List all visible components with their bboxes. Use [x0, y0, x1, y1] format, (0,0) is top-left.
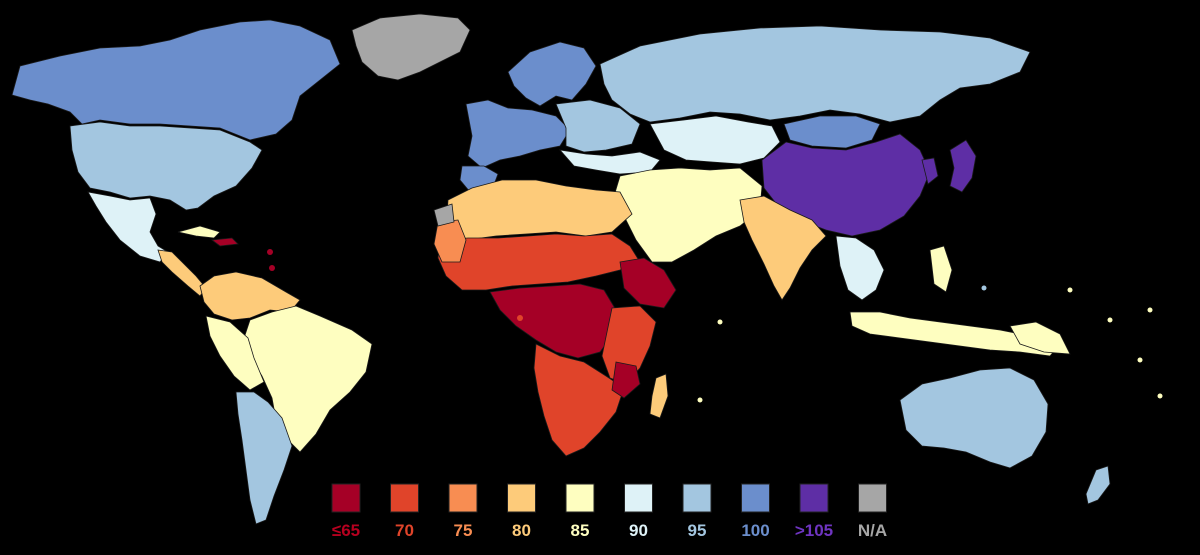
region-philippines [929, 245, 953, 293]
region-madagascar [649, 373, 669, 419]
island-dot [1157, 393, 1163, 399]
legend-label-v100: 100 [741, 521, 769, 540]
legend-swatch-v100 [741, 483, 770, 513]
legend-label-gt105: >105 [795, 521, 833, 540]
region-western-europe [465, 99, 571, 169]
island-dot [717, 319, 723, 325]
region-mexico [87, 191, 169, 263]
region-korea [921, 157, 939, 185]
legend-label-v70: 70 [395, 521, 414, 540]
island-dot [1137, 357, 1143, 363]
region-central-asia [649, 115, 781, 165]
region-scandinavia [507, 41, 597, 107]
legend-label-v80: 80 [512, 521, 531, 540]
region-india [739, 195, 827, 301]
island-dot [267, 249, 273, 255]
legend-swatch-v75 [448, 483, 478, 513]
legend-label-v75: 75 [454, 521, 473, 540]
island-dot [1147, 307, 1153, 313]
region-eastern-europe [555, 99, 641, 153]
legend: ≤65 70 75 80 85 90 95 100 >105 N/A [331, 483, 887, 540]
region-japan [949, 139, 977, 193]
legend-label-v90: 90 [629, 521, 648, 540]
region-argentina-chile [235, 391, 293, 525]
region-sahel [437, 233, 641, 291]
legend-swatch-gt105 [799, 483, 829, 513]
region-peru-bolivia [205, 315, 265, 391]
region-middle-east [613, 167, 763, 263]
legend-label-v95: 95 [688, 521, 707, 540]
region-mauritania [433, 219, 467, 263]
island-dot [517, 315, 523, 321]
region-mozambique [611, 361, 641, 399]
legend-swatch-le65 [331, 483, 361, 513]
island-dot [697, 397, 703, 403]
region-new-zealand [1085, 465, 1111, 505]
island-dot [1067, 287, 1073, 293]
region-southern-africa [533, 343, 625, 457]
legend-label-v85: 85 [571, 521, 590, 540]
region-hispaniola [210, 237, 239, 247]
region-horn-of-africa [619, 257, 677, 309]
region-western-sahara [433, 203, 455, 227]
region-usa [69, 121, 263, 211]
legend-swatch-v80 [507, 483, 536, 513]
region-indochina [835, 235, 885, 301]
legend-swatch-v85 [565, 483, 595, 513]
legend-label-le65: ≤65 [332, 521, 360, 540]
legend-swatch-v95 [682, 483, 712, 513]
island-dot [981, 285, 987, 291]
island-dot [269, 265, 275, 271]
region-cuba [177, 225, 221, 239]
region-papua [1009, 321, 1071, 355]
legend-swatch-v70 [390, 483, 419, 513]
region-canada-alaska [11, 19, 341, 141]
region-greenland [351, 13, 471, 81]
legend-swatch-na [858, 483, 887, 513]
legend-label-na: N/A [858, 521, 887, 540]
island-dot [1107, 317, 1113, 323]
region-indonesia [849, 311, 1061, 357]
region-russia [599, 25, 1031, 123]
legend-swatch-v90 [624, 483, 653, 513]
region-mongolia [783, 115, 881, 149]
region-australia [899, 367, 1049, 469]
region-balkans-turkey [558, 149, 661, 175]
